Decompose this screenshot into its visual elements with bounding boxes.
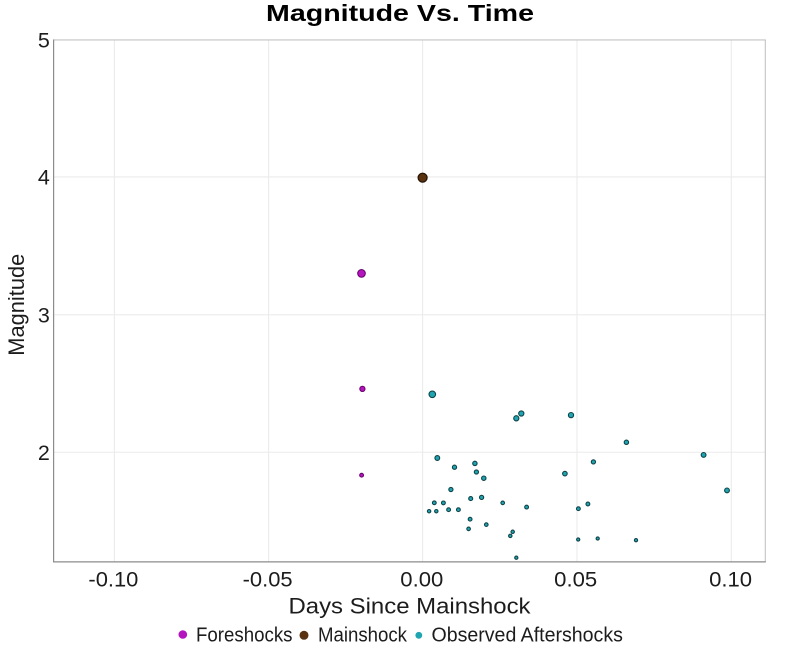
svg-text:Magnitude Vs. Time: Magnitude Vs. Time: [266, 0, 534, 26]
svg-text:Observed Aftershocks: Observed Aftershocks: [432, 624, 623, 646]
svg-text:2: 2: [38, 441, 50, 465]
svg-text:-0.05: -0.05: [243, 568, 293, 592]
svg-text:3: 3: [38, 304, 50, 328]
svg-text:-0.10: -0.10: [88, 568, 138, 592]
svg-text:0.10: 0.10: [709, 568, 752, 592]
svg-text:4: 4: [38, 166, 50, 190]
svg-text:Magnitude: Magnitude: [4, 254, 29, 356]
svg-text:5: 5: [38, 28, 50, 52]
svg-text:Mainshock: Mainshock: [318, 624, 408, 646]
svg-text:0.05: 0.05: [554, 568, 597, 592]
svg-text:Days Since Mainshock: Days Since Mainshock: [289, 594, 532, 619]
svg-text:0.00: 0.00: [400, 568, 443, 592]
svg-text:Foreshocks: Foreshocks: [196, 624, 293, 646]
